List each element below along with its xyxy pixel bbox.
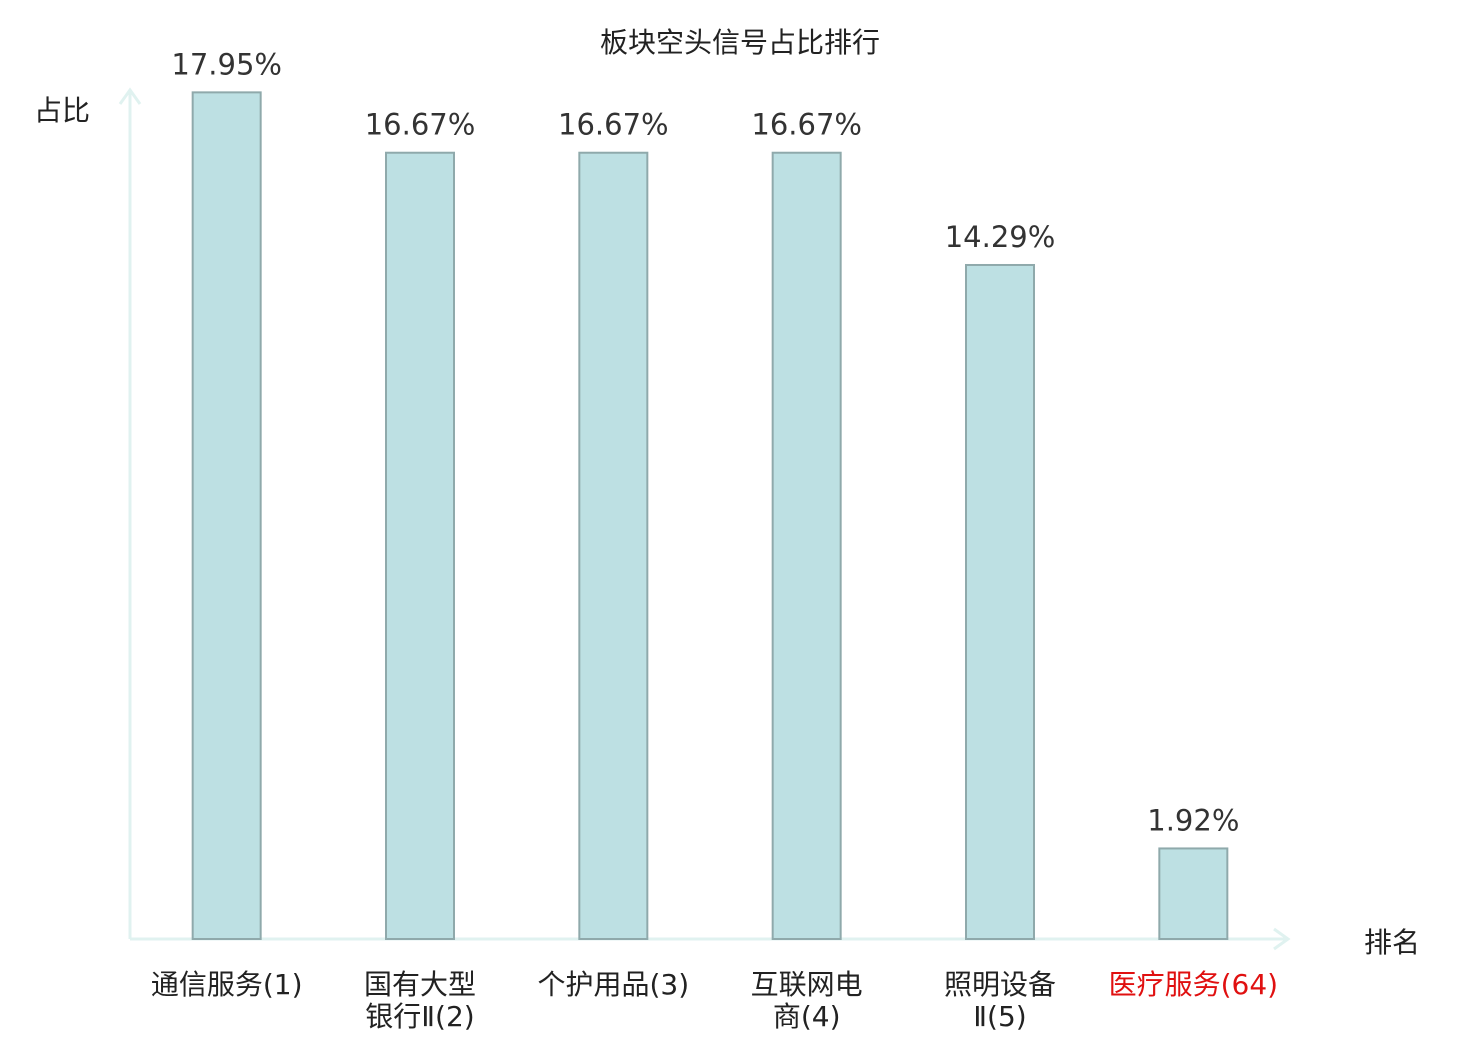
- x-tick-label-line: 医疗服务(64): [1109, 968, 1278, 1001]
- x-tick-label-line: 通信服务(1): [151, 968, 303, 1001]
- axes: [118, 87, 1291, 951]
- chart-title: 板块空头信号占比排行: [600, 26, 880, 59]
- x-tick-label: 医疗服务(64): [1109, 968, 1278, 1001]
- bar: [191, 91, 262, 940]
- value-label: 16.67%: [558, 108, 669, 142]
- x-tick-label-line: 商(4): [773, 1000, 841, 1033]
- x-tick-label-line: 国有大型: [364, 968, 476, 1001]
- bar: [771, 151, 842, 940]
- x-tick-label-line: 照明设备: [944, 968, 1056, 1001]
- x-tick-label: 国有大型银行Ⅱ(2): [364, 968, 476, 1033]
- x-tick-label: 通信服务(1): [151, 968, 303, 1001]
- x-axis-label: 排名: [1364, 926, 1420, 959]
- x-tick-label: 照明设备 Ⅱ(5): [944, 968, 1056, 1033]
- bar: [385, 151, 455, 940]
- x-tick-label: 个护用品(3): [537, 968, 689, 1001]
- value-label: 16.67%: [751, 108, 862, 142]
- x-tick-label-line: 互联网电: [751, 968, 863, 1001]
- x-tick-label-line: 个护用品(3): [537, 968, 689, 1001]
- bar: [1158, 847, 1229, 940]
- x-tick-label: 互联网电商(4): [751, 968, 863, 1033]
- bar: [965, 263, 1035, 940]
- x-tick-label-line: Ⅱ(5): [973, 1000, 1026, 1033]
- y-axis-arrow: [118, 87, 142, 105]
- x-axis-arrow: [1273, 927, 1291, 951]
- value-label: 1.92%: [1147, 803, 1239, 837]
- x-tick-label-line: 银行Ⅱ(2): [365, 1000, 474, 1033]
- value-label: 14.29%: [945, 220, 1056, 254]
- y-axis-label: 占比: [34, 94, 90, 127]
- value-label: 17.95%: [171, 47, 282, 81]
- bar: [578, 151, 649, 940]
- value-label: 16.67%: [365, 108, 476, 142]
